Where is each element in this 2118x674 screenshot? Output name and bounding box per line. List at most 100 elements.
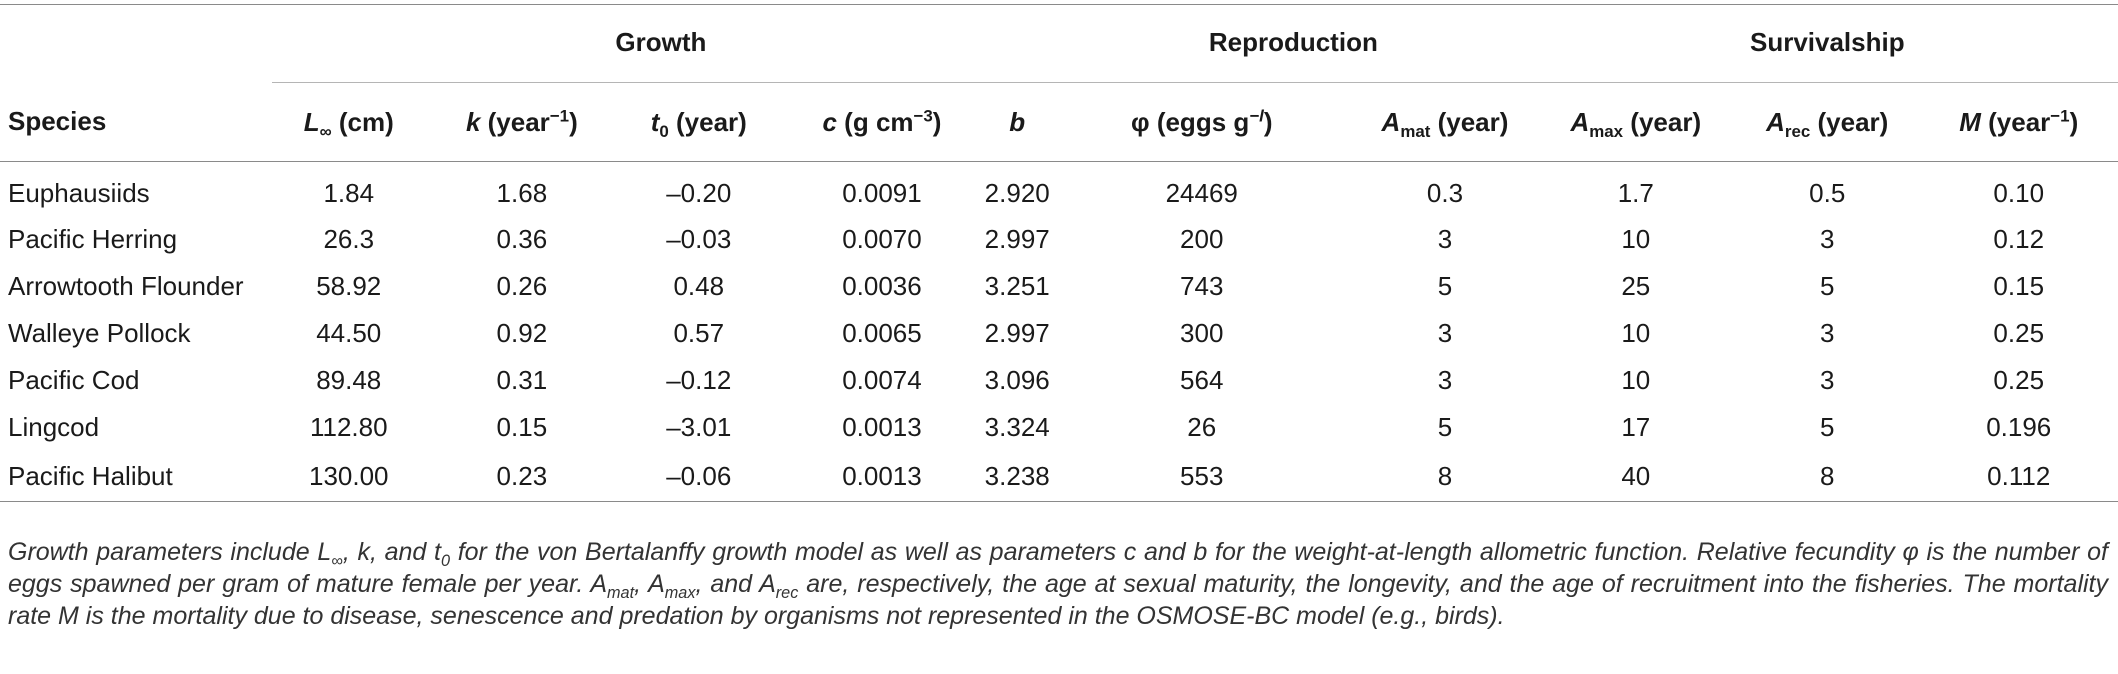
group-header-spacer bbox=[0, 0, 272, 83]
cell-linf: 44.50 bbox=[316, 318, 382, 348]
species-parameters-table: Growth Reproduction Survivalship Species… bbox=[0, 0, 2118, 502]
table-row: Pacific Halibut 130.00 0.23 –0.06 0.0013… bbox=[0, 451, 2118, 502]
cell-b: 2.920 bbox=[984, 177, 1050, 208]
cell-c: 0.0013 bbox=[842, 412, 922, 442]
table-row: Euphausiids 1.84 1.68 –0.20 0.0091 2.920… bbox=[0, 162, 2118, 217]
group-header-reproduction: Reproduction bbox=[1050, 0, 1537, 83]
cell-k: 0.23 bbox=[425, 451, 618, 502]
cell-c: 0.0065 bbox=[842, 318, 922, 348]
table-row: Lingcod 112.80 0.15 –3.01 0.0013 3.324 2… bbox=[0, 404, 2118, 451]
cell-amax: 40 bbox=[1536, 451, 1735, 502]
cell-amat: 0.3 bbox=[1426, 177, 1464, 208]
cell-linf: 26.3 bbox=[323, 224, 375, 254]
cell-phi: 300 bbox=[1180, 318, 1224, 348]
cell-t0: –0.06 bbox=[617, 451, 780, 502]
cell-amax: 10 bbox=[1621, 365, 1651, 395]
cell-c: 0.0070 bbox=[842, 224, 922, 254]
cell-b: 3.096 bbox=[984, 365, 1050, 395]
column-header-b: b bbox=[984, 82, 1051, 162]
cell-species: Pacific Cod bbox=[8, 365, 140, 395]
table-row: Arrowtooth Flounder 58.92 0.26 0.48 0.00… bbox=[0, 263, 2118, 310]
cell-k: 0.31 bbox=[496, 365, 548, 395]
cell-b: 3.251 bbox=[984, 271, 1050, 301]
cell-linf: 112.80 bbox=[309, 412, 388, 442]
cell-species: Arrowtooth Flounder bbox=[8, 271, 244, 301]
cell-phi: 564 bbox=[1180, 365, 1224, 395]
column-header-k: k (year−1) bbox=[425, 82, 618, 162]
cell-b: 3.238 bbox=[984, 451, 1051, 502]
cell-species: Walleye Pollock bbox=[8, 318, 191, 348]
cell-linf: 1.84 bbox=[323, 177, 375, 208]
column-header-row: Species L∞ (cm) k (year−1) t0 (year) c (… bbox=[0, 82, 2118, 162]
cell-linf: 130.00 bbox=[271, 451, 426, 502]
cell-phi: 553 bbox=[1050, 451, 1354, 502]
cell-amax: 10 bbox=[1621, 318, 1651, 348]
cell-t0: –0.12 bbox=[666, 365, 732, 395]
cell-c: 0.0013 bbox=[779, 451, 985, 502]
cell-b: 3.324 bbox=[984, 412, 1050, 442]
cell-m: 0.25 bbox=[1993, 365, 2045, 395]
cell-m: 0.112 bbox=[1919, 451, 2118, 502]
cell-c: 0.0074 bbox=[842, 365, 922, 395]
cell-amat: 8 bbox=[1353, 451, 1537, 502]
table-row: Pacific Cod 89.48 0.31 –0.12 0.0074 3.09… bbox=[0, 357, 2118, 404]
cell-arec: 3 bbox=[1819, 318, 1835, 348]
cell-arec: 5 bbox=[1819, 412, 1835, 442]
cell-linf: 89.48 bbox=[316, 365, 382, 395]
cell-arec: 3 bbox=[1819, 365, 1835, 395]
cell-t0: –0.03 bbox=[666, 224, 732, 254]
cell-amat: 5 bbox=[1437, 412, 1453, 442]
cell-t0: 0.48 bbox=[673, 271, 725, 301]
cell-b: 2.997 bbox=[984, 318, 1050, 348]
cell-species: Pacific Halibut bbox=[0, 451, 272, 502]
cell-k: 1.68 bbox=[496, 177, 548, 208]
cell-arec: 0.5 bbox=[1809, 177, 1846, 208]
cell-phi: 26 bbox=[1187, 412, 1217, 442]
cell-k: 0.36 bbox=[496, 224, 548, 254]
cell-arec: 3 bbox=[1819, 224, 1835, 254]
cell-m: 0.15 bbox=[1993, 271, 2045, 301]
column-header-m: M (year−1) bbox=[1919, 82, 2118, 162]
column-header-c: c (g cm−3) bbox=[779, 82, 985, 162]
cell-amat: 3 bbox=[1437, 224, 1453, 254]
column-header-linf: L∞ (cm) bbox=[271, 82, 426, 162]
cell-arec: 5 bbox=[1819, 271, 1835, 301]
cell-m: 0.10 bbox=[1993, 177, 2045, 208]
cell-k: 0.26 bbox=[496, 271, 548, 301]
cell-amat: 3 bbox=[1437, 365, 1453, 395]
table-row: Walleye Pollock 44.50 0.92 0.57 0.0065 2… bbox=[0, 310, 2118, 357]
cell-species: Pacific Herring bbox=[8, 224, 178, 254]
cell-t0: –0.20 bbox=[666, 177, 732, 208]
group-header-growth: Growth bbox=[271, 0, 1051, 83]
column-header-amat: Amat (year) bbox=[1353, 82, 1537, 162]
cell-k: 0.15 bbox=[496, 412, 548, 442]
cell-m: 0.25 bbox=[1993, 318, 2045, 348]
cell-amax: 17 bbox=[1621, 412, 1651, 442]
cell-t0: 0.57 bbox=[673, 318, 725, 348]
column-header-arec: Arec (year) bbox=[1734, 82, 1920, 162]
cell-m: 0.196 bbox=[1986, 412, 2052, 442]
cell-arec: 8 bbox=[1734, 451, 1920, 502]
cell-species: Euphausiids bbox=[8, 177, 150, 208]
cell-phi: 200 bbox=[1180, 224, 1224, 254]
group-header-survivalship: Survivalship bbox=[1536, 0, 2118, 83]
cell-t0: –3.01 bbox=[666, 412, 732, 442]
cell-k: 0.92 bbox=[496, 318, 548, 348]
column-header-species: Species bbox=[0, 82, 272, 162]
cell-amat: 3 bbox=[1437, 318, 1453, 348]
table-row: Pacific Herring 26.3 0.36 –0.03 0.0070 2… bbox=[0, 216, 2118, 263]
cell-c: 0.0036 bbox=[842, 271, 922, 301]
cell-amax: 1.7 bbox=[1617, 177, 1654, 208]
cell-linf: 58.92 bbox=[316, 271, 382, 301]
cell-c: 0.0091 bbox=[842, 177, 922, 208]
column-header-amax: Amax (year) bbox=[1536, 82, 1735, 162]
cell-b: 2.997 bbox=[984, 224, 1050, 254]
table-caption: Growth parameters include L∞, k, and t0 … bbox=[8, 538, 2109, 630]
column-header-t0: t0 (year) bbox=[617, 82, 780, 162]
column-header-phi: φ (eggs g−l) bbox=[1050, 82, 1354, 162]
cell-phi: 24469 bbox=[1165, 177, 1238, 208]
cell-phi: 743 bbox=[1180, 271, 1224, 301]
cell-amat: 5 bbox=[1437, 271, 1453, 301]
cell-amax: 10 bbox=[1621, 224, 1651, 254]
cell-m: 0.12 bbox=[1993, 224, 2045, 254]
